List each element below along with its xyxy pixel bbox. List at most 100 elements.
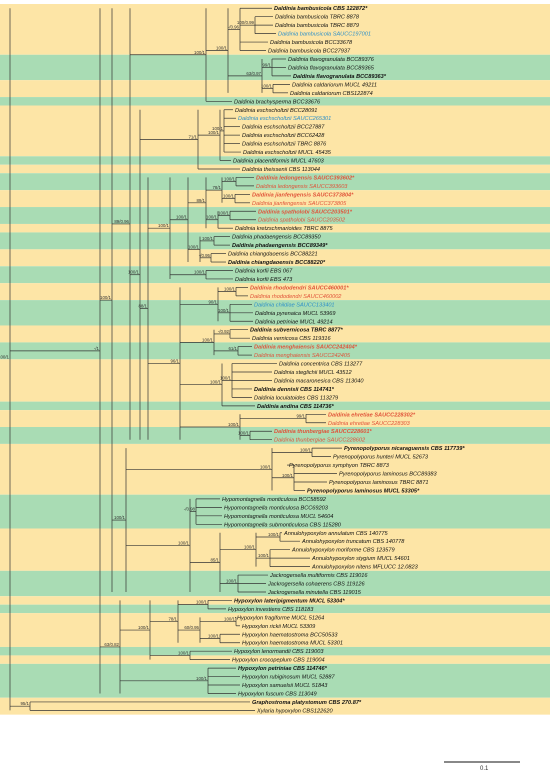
clade-band bbox=[0, 266, 550, 284]
support-value: 100/1 bbox=[224, 617, 236, 622]
support-value: 60/0.95 bbox=[184, 625, 199, 630]
taxon-label: Daldinia thunbergiae SAUCC228601* bbox=[274, 429, 372, 435]
support-value: 100/1 bbox=[206, 215, 218, 220]
clade-band bbox=[0, 494, 550, 529]
taxon-label: Hypoxylon lenormandii CBS 119003 bbox=[234, 649, 324, 655]
support-value: 71/1 bbox=[188, 134, 197, 139]
clade-band bbox=[0, 655, 550, 664]
taxon-label: Daldinia dennisii CBS 114741* bbox=[254, 387, 335, 393]
taxon-label: Daldinia eschscholtzii MUCL 45435 bbox=[243, 150, 332, 156]
clade-band bbox=[0, 232, 550, 250]
taxon-label: Daldinia brachysperma BCC33676 bbox=[234, 99, 321, 105]
taxon-label: Daldinia bambusicola TBRC 8879 bbox=[275, 23, 359, 29]
scale-bar: 0.1 bbox=[444, 761, 520, 772]
taxon-label: Daldinia chiangdaoensis BCC88220* bbox=[228, 260, 326, 266]
support-value: 100/1 bbox=[258, 553, 270, 558]
clade-band bbox=[0, 105, 550, 157]
taxon-label: Daldinia bambusicola BCC33678 bbox=[270, 40, 353, 46]
taxon-label: Daldinia bambusicola SAUCC197001 bbox=[278, 32, 371, 38]
support-value: 100/1 bbox=[228, 422, 240, 427]
taxon-label: Daldinia korfii EBS 473 bbox=[235, 277, 293, 283]
taxon-label: Annulohypoxylon moriforme CBS 123579 bbox=[291, 548, 395, 554]
support-value: 100/1 bbox=[212, 126, 224, 131]
clade-band bbox=[0, 359, 550, 402]
taxon-label: Annulohypoxylon annulatum CBS 140775 bbox=[283, 531, 388, 537]
support-value: 100/1 bbox=[218, 308, 230, 313]
taxon-label: Pyrenopolyporus laminosus BCC89383 bbox=[339, 472, 438, 478]
taxon-label: Daldinia ledongensis SAUCC393602* bbox=[256, 175, 355, 181]
support-value: 90/1 bbox=[208, 299, 217, 304]
taxon-label: Daldinia jianfengensis SAUCC373805 bbox=[252, 201, 347, 207]
support-value: 100/1 bbox=[202, 337, 214, 342]
taxon-label: Daldinia pyrenaica MUCL 53969 bbox=[255, 311, 335, 317]
taxon-label: Daldinia rhododendri SAUCC460001* bbox=[250, 285, 349, 291]
clade-band bbox=[0, 223, 550, 233]
taxon-label: Daldinia steglichii MUCL 43512 bbox=[274, 370, 353, 376]
support-value: 100/1 bbox=[282, 473, 294, 478]
taxon-label: Daldinia thunbergiae SAUCC228602 bbox=[274, 438, 366, 444]
taxon-label: Daldinia childiae SAUCC133401 bbox=[254, 302, 335, 308]
taxon-label: Annulohypoxylon nitens MFLUCC 12.0823 bbox=[311, 565, 419, 571]
support-value: 78/1 bbox=[168, 617, 177, 622]
taxon-label: Daldinia ledongensis SAUCC393603 bbox=[256, 184, 348, 190]
taxon-label: Daldinia menghaiensis SAUCC242405 bbox=[254, 353, 351, 359]
clade-band bbox=[0, 443, 550, 495]
taxon-label: Daldinia macaronesica CBS 113040 bbox=[274, 378, 364, 384]
support-value: 78/1 bbox=[212, 185, 221, 190]
taxon-label: Graphostroma platystomum CBS 270.87* bbox=[252, 700, 362, 706]
support-value: 100/1 bbox=[114, 515, 126, 520]
support-value: 100/1 bbox=[226, 579, 238, 584]
taxon-label: Pyrenopolyporus hunteri MUCL 52673 bbox=[333, 455, 429, 461]
taxon-label: Daldinia ehretiae SAUCC228303 bbox=[328, 421, 411, 427]
taxon-label: Daldinia ehretiae SAUCC228302* bbox=[328, 412, 416, 418]
taxon-label: Hypoxylon rubiginosum MUCL 52887 bbox=[242, 675, 335, 681]
clade-band bbox=[0, 164, 550, 174]
clade-band bbox=[0, 596, 550, 605]
support-value: 100/1 bbox=[210, 380, 222, 385]
support-value: 100/1 bbox=[202, 236, 214, 241]
support-value: 99/1 bbox=[296, 414, 305, 419]
taxon-label: Daldinia flavogranulata BCC89363* bbox=[293, 74, 387, 80]
support-value: -/0.95 bbox=[199, 253, 211, 258]
taxon-label: Hypoxylon haematostroma BCC50533 bbox=[242, 632, 338, 638]
support-value: 100/1 bbox=[100, 295, 112, 300]
taxon-label: Pyrenopolyporus laminosus MUCL 53305* bbox=[307, 488, 420, 494]
taxon-label: Hypoxylon fuscum CBS 113049 bbox=[238, 691, 317, 697]
support-value: 100/1 bbox=[238, 430, 250, 435]
clade-band bbox=[0, 401, 550, 411]
taxon-label: Daldinia caldariorum CBS122874 bbox=[290, 91, 373, 97]
support-value: 100/0.99 bbox=[237, 20, 255, 25]
support-value: 100/1 bbox=[0, 354, 10, 359]
support-value: 85/1 bbox=[210, 557, 219, 562]
support-value: 100/1 bbox=[224, 287, 236, 292]
taxon-label: Hypoxylon petriniae CBS 114746* bbox=[238, 666, 328, 672]
taxon-label: Daldinia andina CBS 114736* bbox=[257, 404, 335, 410]
taxon-labels: Daldinia bambusicola CBS 122872* Daldinia… bbox=[222, 6, 465, 714]
taxon-label: Daldinia flavogranulata BCC89376 bbox=[288, 57, 375, 63]
support-value: 99/1 bbox=[262, 62, 271, 67]
clade-band bbox=[0, 97, 550, 106]
support-value: 100/1 bbox=[188, 244, 200, 249]
support-value: 63/0.82 bbox=[104, 642, 119, 647]
taxon-label: Daldinia placentiformis MUCL 47603 bbox=[233, 159, 325, 165]
tree-branches bbox=[9, 7, 342, 711]
clade-band bbox=[0, 190, 550, 208]
taxon-label: Daldinia bambusicola BCC27937 bbox=[268, 49, 351, 55]
clade-band bbox=[0, 300, 550, 326]
taxon-label: Hypoxylon lateripigmentum MUCL 53304* bbox=[234, 598, 345, 604]
clade-band bbox=[0, 427, 550, 444]
taxon-label: Daldinia eschscholtzii BCC28091 bbox=[235, 108, 317, 114]
support-value: -/0.98 bbox=[184, 507, 196, 512]
scale-bar-label: 0.1 bbox=[480, 766, 489, 772]
taxon-label: Daldinia loculatoides CBS 113279 bbox=[254, 395, 338, 401]
taxon-label: Pyrenopolyporus nicaraguensis CBS 117739… bbox=[344, 446, 465, 452]
taxon-label: Daldinia concentrica CBS 113277 bbox=[279, 362, 363, 368]
taxon-label: Pyrenopolyporus symphyon TBRC 8873 bbox=[289, 463, 390, 469]
support-value: 61/1 bbox=[228, 346, 237, 351]
taxon-label: Daldinia spatholobi SAUCC203502 bbox=[258, 218, 346, 224]
support-value: 100/1 bbox=[261, 84, 273, 89]
clade-band bbox=[0, 207, 550, 224]
taxon-label: Jackrogersella minutella CBS 119015 bbox=[267, 590, 362, 596]
